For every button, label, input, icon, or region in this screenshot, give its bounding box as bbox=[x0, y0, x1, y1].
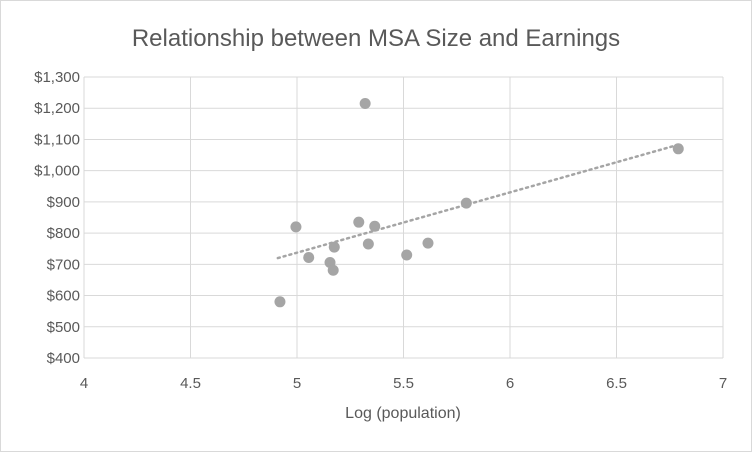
y-tick-label: $900 bbox=[47, 194, 80, 211]
x-tick-label: 5 bbox=[293, 375, 301, 392]
data-point bbox=[328, 241, 340, 253]
y-tick-label: $800 bbox=[47, 225, 80, 242]
y-tick-label: $1,300 bbox=[34, 69, 80, 86]
data-point bbox=[274, 296, 286, 308]
y-tick-label: $400 bbox=[47, 350, 80, 367]
y-tick-label: $1,000 bbox=[34, 163, 80, 180]
gridlines bbox=[83, 76, 724, 359]
data-point bbox=[359, 98, 371, 110]
data-point bbox=[422, 237, 434, 249]
x-tick-label: 4.5 bbox=[180, 375, 201, 392]
data-point bbox=[369, 220, 381, 232]
tick-labels: $400 $500 $600 $700 $800 $900 $1,000 $1,100 $1,2… bbox=[34, 69, 727, 392]
x-tick-label: 5.5 bbox=[393, 375, 414, 392]
y-tick-label: $600 bbox=[47, 288, 80, 305]
y-tick-label: $500 bbox=[47, 319, 80, 336]
data-point bbox=[672, 143, 684, 155]
data-point bbox=[401, 249, 413, 261]
y-tick-label: $1,100 bbox=[34, 131, 80, 148]
data-point bbox=[327, 264, 339, 276]
x-axis-label: Log (population) bbox=[345, 405, 461, 422]
data-points bbox=[274, 98, 684, 308]
data-point bbox=[353, 216, 365, 228]
chart-title: Relationship between MSA Size and Earnin… bbox=[132, 25, 620, 52]
y-tick-label: $700 bbox=[47, 256, 80, 273]
x-tick-label: 6.5 bbox=[606, 375, 627, 392]
x-tick-label: 7 bbox=[719, 375, 727, 392]
x-tick-label: 4 bbox=[80, 375, 88, 392]
x-tick-label: 6 bbox=[506, 375, 514, 392]
data-point bbox=[460, 197, 472, 209]
data-point bbox=[362, 238, 374, 250]
trendline bbox=[276, 143, 680, 260]
data-point bbox=[290, 221, 302, 233]
trendline-path bbox=[276, 143, 680, 260]
y-tick-label: $1,200 bbox=[34, 100, 80, 117]
data-point bbox=[303, 251, 315, 263]
